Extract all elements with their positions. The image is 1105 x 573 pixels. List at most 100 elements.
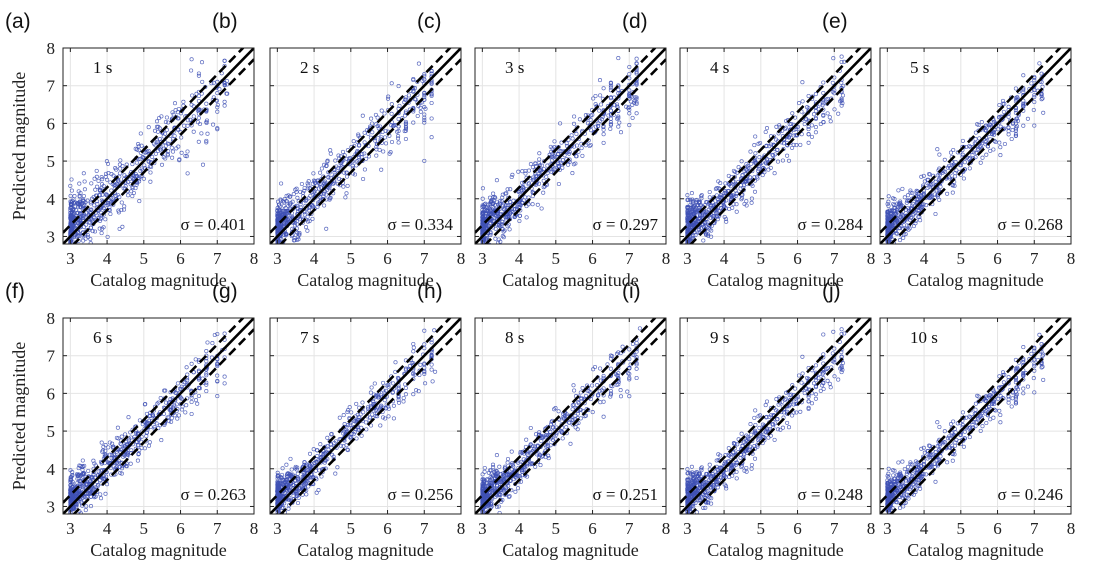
data-point	[351, 418, 357, 423]
data-point	[487, 242, 492, 244]
data-point	[821, 80, 826, 85]
data-point	[196, 93, 201, 99]
data-point	[756, 141, 761, 146]
data-point	[794, 143, 799, 148]
data-point	[191, 129, 196, 134]
sigma-label: σ = 0.263	[180, 485, 246, 504]
data-point	[154, 421, 159, 426]
data-point	[429, 69, 434, 74]
data-point	[686, 222, 691, 227]
data-point	[948, 165, 953, 170]
data-point	[337, 176, 342, 181]
data-point	[1013, 121, 1018, 126]
data-point	[98, 210, 104, 215]
data-point	[616, 114, 621, 119]
data-point	[215, 378, 220, 383]
data-point	[753, 151, 758, 156]
data-point	[196, 73, 201, 78]
data-point	[764, 156, 769, 162]
data-point	[634, 82, 639, 87]
data-point	[606, 113, 611, 118]
data-point	[821, 119, 826, 125]
data-point	[396, 376, 401, 381]
data-point	[172, 403, 177, 408]
error-bound-line	[63, 318, 245, 504]
x-tick-label: 7	[420, 249, 429, 268]
data-point	[84, 504, 89, 509]
data-point	[304, 197, 309, 202]
data-point	[798, 142, 803, 147]
data-point	[288, 456, 293, 461]
data-point	[1031, 107, 1036, 113]
error-bound-line	[880, 48, 1062, 234]
time-window-label: 2 s	[300, 58, 319, 77]
data-point	[593, 102, 598, 107]
data-point	[422, 94, 427, 99]
data-point	[489, 245, 492, 248]
data-point	[900, 186, 905, 191]
data-point	[813, 92, 818, 97]
data-point	[381, 380, 386, 385]
data-point	[839, 54, 844, 59]
y-tick-label: 6	[47, 114, 56, 133]
data-point	[839, 80, 844, 85]
data-point	[418, 109, 423, 114]
x-tick-label: 6	[993, 249, 1002, 268]
data-point	[306, 179, 311, 184]
data-point	[1013, 106, 1018, 111]
data-point	[155, 139, 160, 144]
data-point	[379, 403, 384, 408]
data-point	[114, 461, 119, 466]
data-point	[211, 80, 216, 85]
data-point	[618, 388, 623, 393]
data-point	[101, 476, 107, 481]
data-point	[290, 199, 295, 204]
data-point	[961, 176, 966, 181]
data-point	[132, 434, 137, 439]
data-point	[104, 159, 109, 164]
x-tick-label: 7	[1030, 249, 1039, 268]
data-point	[523, 171, 528, 176]
data-point	[753, 157, 758, 162]
data-point	[318, 442, 323, 447]
data-point	[177, 157, 182, 162]
data-point	[555, 160, 560, 165]
data-point	[530, 165, 535, 170]
data-point	[80, 495, 85, 500]
data-point	[164, 115, 169, 120]
data-point	[840, 93, 846, 98]
data-point	[68, 183, 73, 188]
data-point	[344, 170, 349, 175]
data-point	[345, 448, 350, 453]
data-point	[322, 191, 327, 196]
data-point	[303, 225, 309, 230]
data-point	[276, 481, 281, 486]
data-point	[275, 496, 280, 501]
data-point	[1013, 133, 1018, 138]
data-point	[275, 470, 280, 475]
data-point	[768, 165, 773, 170]
data-point	[174, 402, 179, 407]
data-point	[828, 119, 833, 124]
data-point	[189, 68, 194, 73]
data-point	[689, 205, 694, 210]
data-point	[77, 181, 82, 186]
data-point	[98, 492, 103, 497]
data-point	[107, 440, 112, 445]
data-point	[325, 456, 330, 462]
data-point	[831, 56, 836, 61]
data-point	[918, 218, 923, 223]
data-point	[516, 169, 521, 174]
sigma-label: σ = 0.268	[997, 215, 1063, 234]
data-point	[755, 176, 760, 181]
data-point	[590, 410, 595, 415]
identity-line	[270, 318, 461, 514]
data-point	[433, 369, 438, 374]
data-point	[276, 208, 281, 213]
data-point	[391, 123, 396, 129]
data-point	[286, 506, 291, 511]
data-point	[687, 197, 693, 202]
data-point	[383, 416, 388, 421]
data-point	[738, 186, 743, 191]
